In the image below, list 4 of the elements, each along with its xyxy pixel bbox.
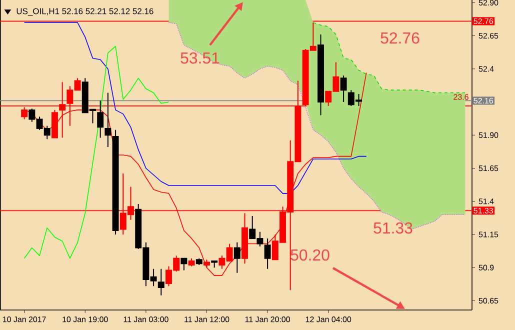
text: US_OIL,H1 52.16 52.21 52.12 52.16 (16, 8, 154, 16)
annotation: 53.51 (180, 52, 220, 64)
annotation: 51.33 (374, 222, 412, 234)
annotation: 52.76 (380, 32, 420, 44)
